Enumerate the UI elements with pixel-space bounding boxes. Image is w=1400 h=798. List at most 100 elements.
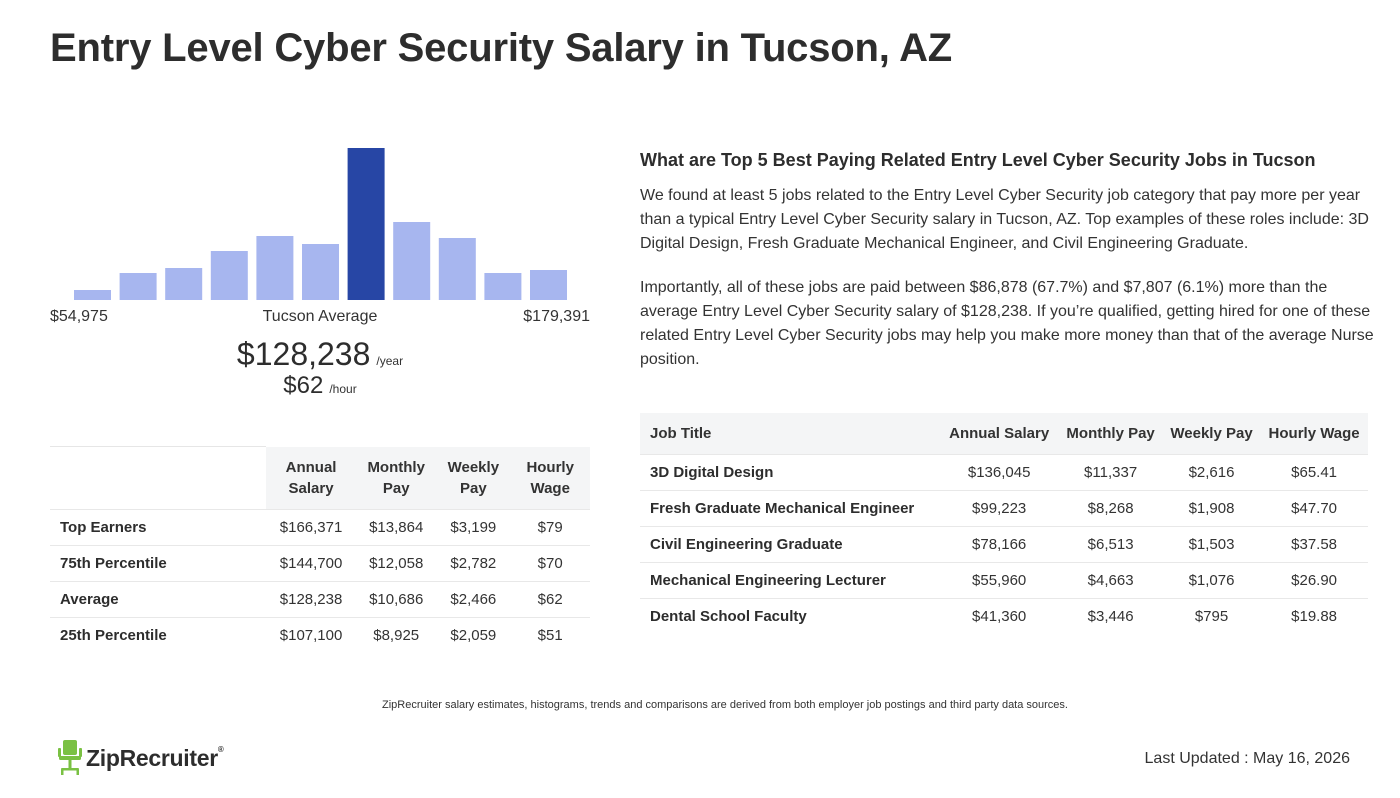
histogram-bar [530,270,567,300]
header-weekly-pay: Weekly Pay [436,446,511,509]
cell-annual: $144,700 [266,544,357,581]
cell-annual: $128,238 [266,580,357,617]
row-label: 75th Percentile [50,544,266,581]
salary-histogram [50,140,590,300]
header-monthly-pay: Monthly Pay [1058,413,1163,455]
cell-monthly: $8,925 [356,616,437,653]
related-jobs-paragraph-2: Importantly, all of these jobs are paid … [640,279,1374,368]
disclaimer: ZipRecruiter salary estimates, histogram… [382,699,1068,711]
cell-hourly: $65.41 [1260,454,1368,491]
job-title: Civil Engineering Graduate [640,526,940,563]
logo-text: ZipRecruiter® [86,744,224,771]
cell-weekly: $2,616 [1162,454,1261,491]
related-jobs-table: Job Title Annual Salary Monthly Pay Week… [640,413,1368,635]
histogram-bar [119,273,157,300]
cell-monthly: $8,268 [1058,490,1163,527]
ziprecruiter-logo[interactable]: ZipRecruiter® [58,740,224,776]
histogram-bar [210,251,248,300]
cell-hourly: $70 [510,544,590,581]
average-hourly-value: $62 [283,372,324,399]
header-blank [50,446,266,509]
cell-annual: $107,100 [266,616,357,653]
cell-hourly: $79 [510,508,590,545]
average-annual-unit: /year [376,354,404,368]
cell-hourly: $51 [510,616,590,653]
cell-weekly: $2,782 [436,544,511,581]
cell-annual: $136,045 [940,454,1059,491]
histogram-bar-average [347,148,385,300]
cell-weekly: $2,059 [436,616,511,653]
cell-annual: $78,166 [940,526,1059,563]
cell-hourly: $19.88 [1260,598,1368,635]
cell-weekly: $3,199 [436,508,511,545]
table-row: 3D Digital Design $136,045 $11,337 $2,61… [640,454,1368,491]
histogram-bar [393,222,431,300]
row-label: Top Earners [50,508,266,545]
average-hourly: $62/hour [50,372,590,400]
table-row: Mechanical Engineering Lecturer $55,960 … [640,562,1368,599]
table-row: 75th Percentile $144,700 $12,058 $2,782 … [50,544,590,581]
cell-weekly: $1,908 [1162,490,1261,527]
table-row: Dental School Faculty $41,360 $3,446 $79… [640,598,1368,635]
header-annual-salary: Annual Salary [940,413,1059,455]
cell-monthly: $12,058 [356,544,437,581]
cell-weekly: $2,466 [436,580,511,617]
cell-weekly: $795 [1162,598,1261,635]
histogram-min-label: $54,975 [50,308,108,325]
histogram-bar [438,238,476,300]
histogram-labels: $54,975 Tucson Average $179,391 [50,308,590,328]
histogram-max-label: $179,391 [523,308,590,325]
job-title: Fresh Graduate Mechanical Engineer [640,490,940,527]
table-row: Civil Engineering Graduate $78,166 $6,51… [640,526,1368,563]
page-title: Entry Level Cyber Security Salary in Tuc… [50,26,953,70]
last-updated: Last Updated : May 16, 2026 [1144,750,1350,767]
histogram-bar [74,290,111,300]
histogram-bar [256,236,294,300]
average-annual: $128,238/year [50,336,590,373]
percentile-table-header: Annual Salary Monthly Pay Weekly Pay Hou… [50,446,590,509]
header-job-title: Job Title [640,413,940,455]
job-title: 3D Digital Design [640,454,940,491]
cell-annual: $99,223 [940,490,1059,527]
percentile-table: Annual Salary Monthly Pay Weekly Pay Hou… [50,446,590,653]
header-hourly-wage: Hourly Wage [1260,413,1368,455]
header-annual-salary: Annual Salary [266,446,357,509]
cell-monthly: $4,663 [1058,562,1163,599]
cell-weekly: $1,503 [1162,526,1261,563]
jobs-table-header: Job Title Annual Salary Monthly Pay Week… [640,413,1368,455]
histogram-chart [74,148,567,300]
table-row: Fresh Graduate Mechanical Engineer $99,2… [640,490,1368,527]
histogram-bar [484,273,522,300]
related-jobs-paragraph-1: We found at least 5 jobs related to the … [640,187,1369,252]
cell-hourly: $26.90 [1260,562,1368,599]
histogram-bar [302,244,339,300]
header-monthly-pay: Monthly Pay [356,446,437,509]
job-title: Dental School Faculty [640,598,940,635]
related-jobs-heading: What are Top 5 Best Paying Related Entry… [640,150,1316,170]
average-annual-value: $128,238 [236,336,371,372]
cell-annual: $166,371 [266,508,357,545]
table-row: Average $128,238 $10,686 $2,466 $62 [50,580,590,617]
table-row: 25th Percentile $107,100 $8,925 $2,059 $… [50,616,590,653]
row-label: Average [50,580,266,617]
histogram-average-label: Tucson Average [262,308,378,325]
histogram-bar [165,268,203,300]
cell-hourly: $62 [510,580,590,617]
average-hourly-unit: /hour [329,382,357,396]
chair-icon [58,740,82,775]
job-title: Mechanical Engineering Lecturer [640,562,940,599]
cell-monthly: $6,513 [1058,526,1163,563]
row-label: 25th Percentile [50,616,266,653]
cell-hourly: $37.58 [1260,526,1368,563]
cell-annual: $41,360 [940,598,1059,635]
cell-hourly: $47.70 [1260,490,1368,527]
cell-annual: $55,960 [940,562,1059,599]
cell-weekly: $1,076 [1162,562,1261,599]
cell-monthly: $11,337 [1058,454,1163,491]
cell-monthly: $13,864 [356,508,437,545]
cell-monthly: $10,686 [356,580,437,617]
cell-monthly: $3,446 [1058,598,1163,635]
header-hourly-wage: Hourly Wage [510,446,590,509]
table-row: Top Earners $166,371 $13,864 $3,199 $79 [50,508,590,545]
header-weekly-pay: Weekly Pay [1162,413,1261,455]
